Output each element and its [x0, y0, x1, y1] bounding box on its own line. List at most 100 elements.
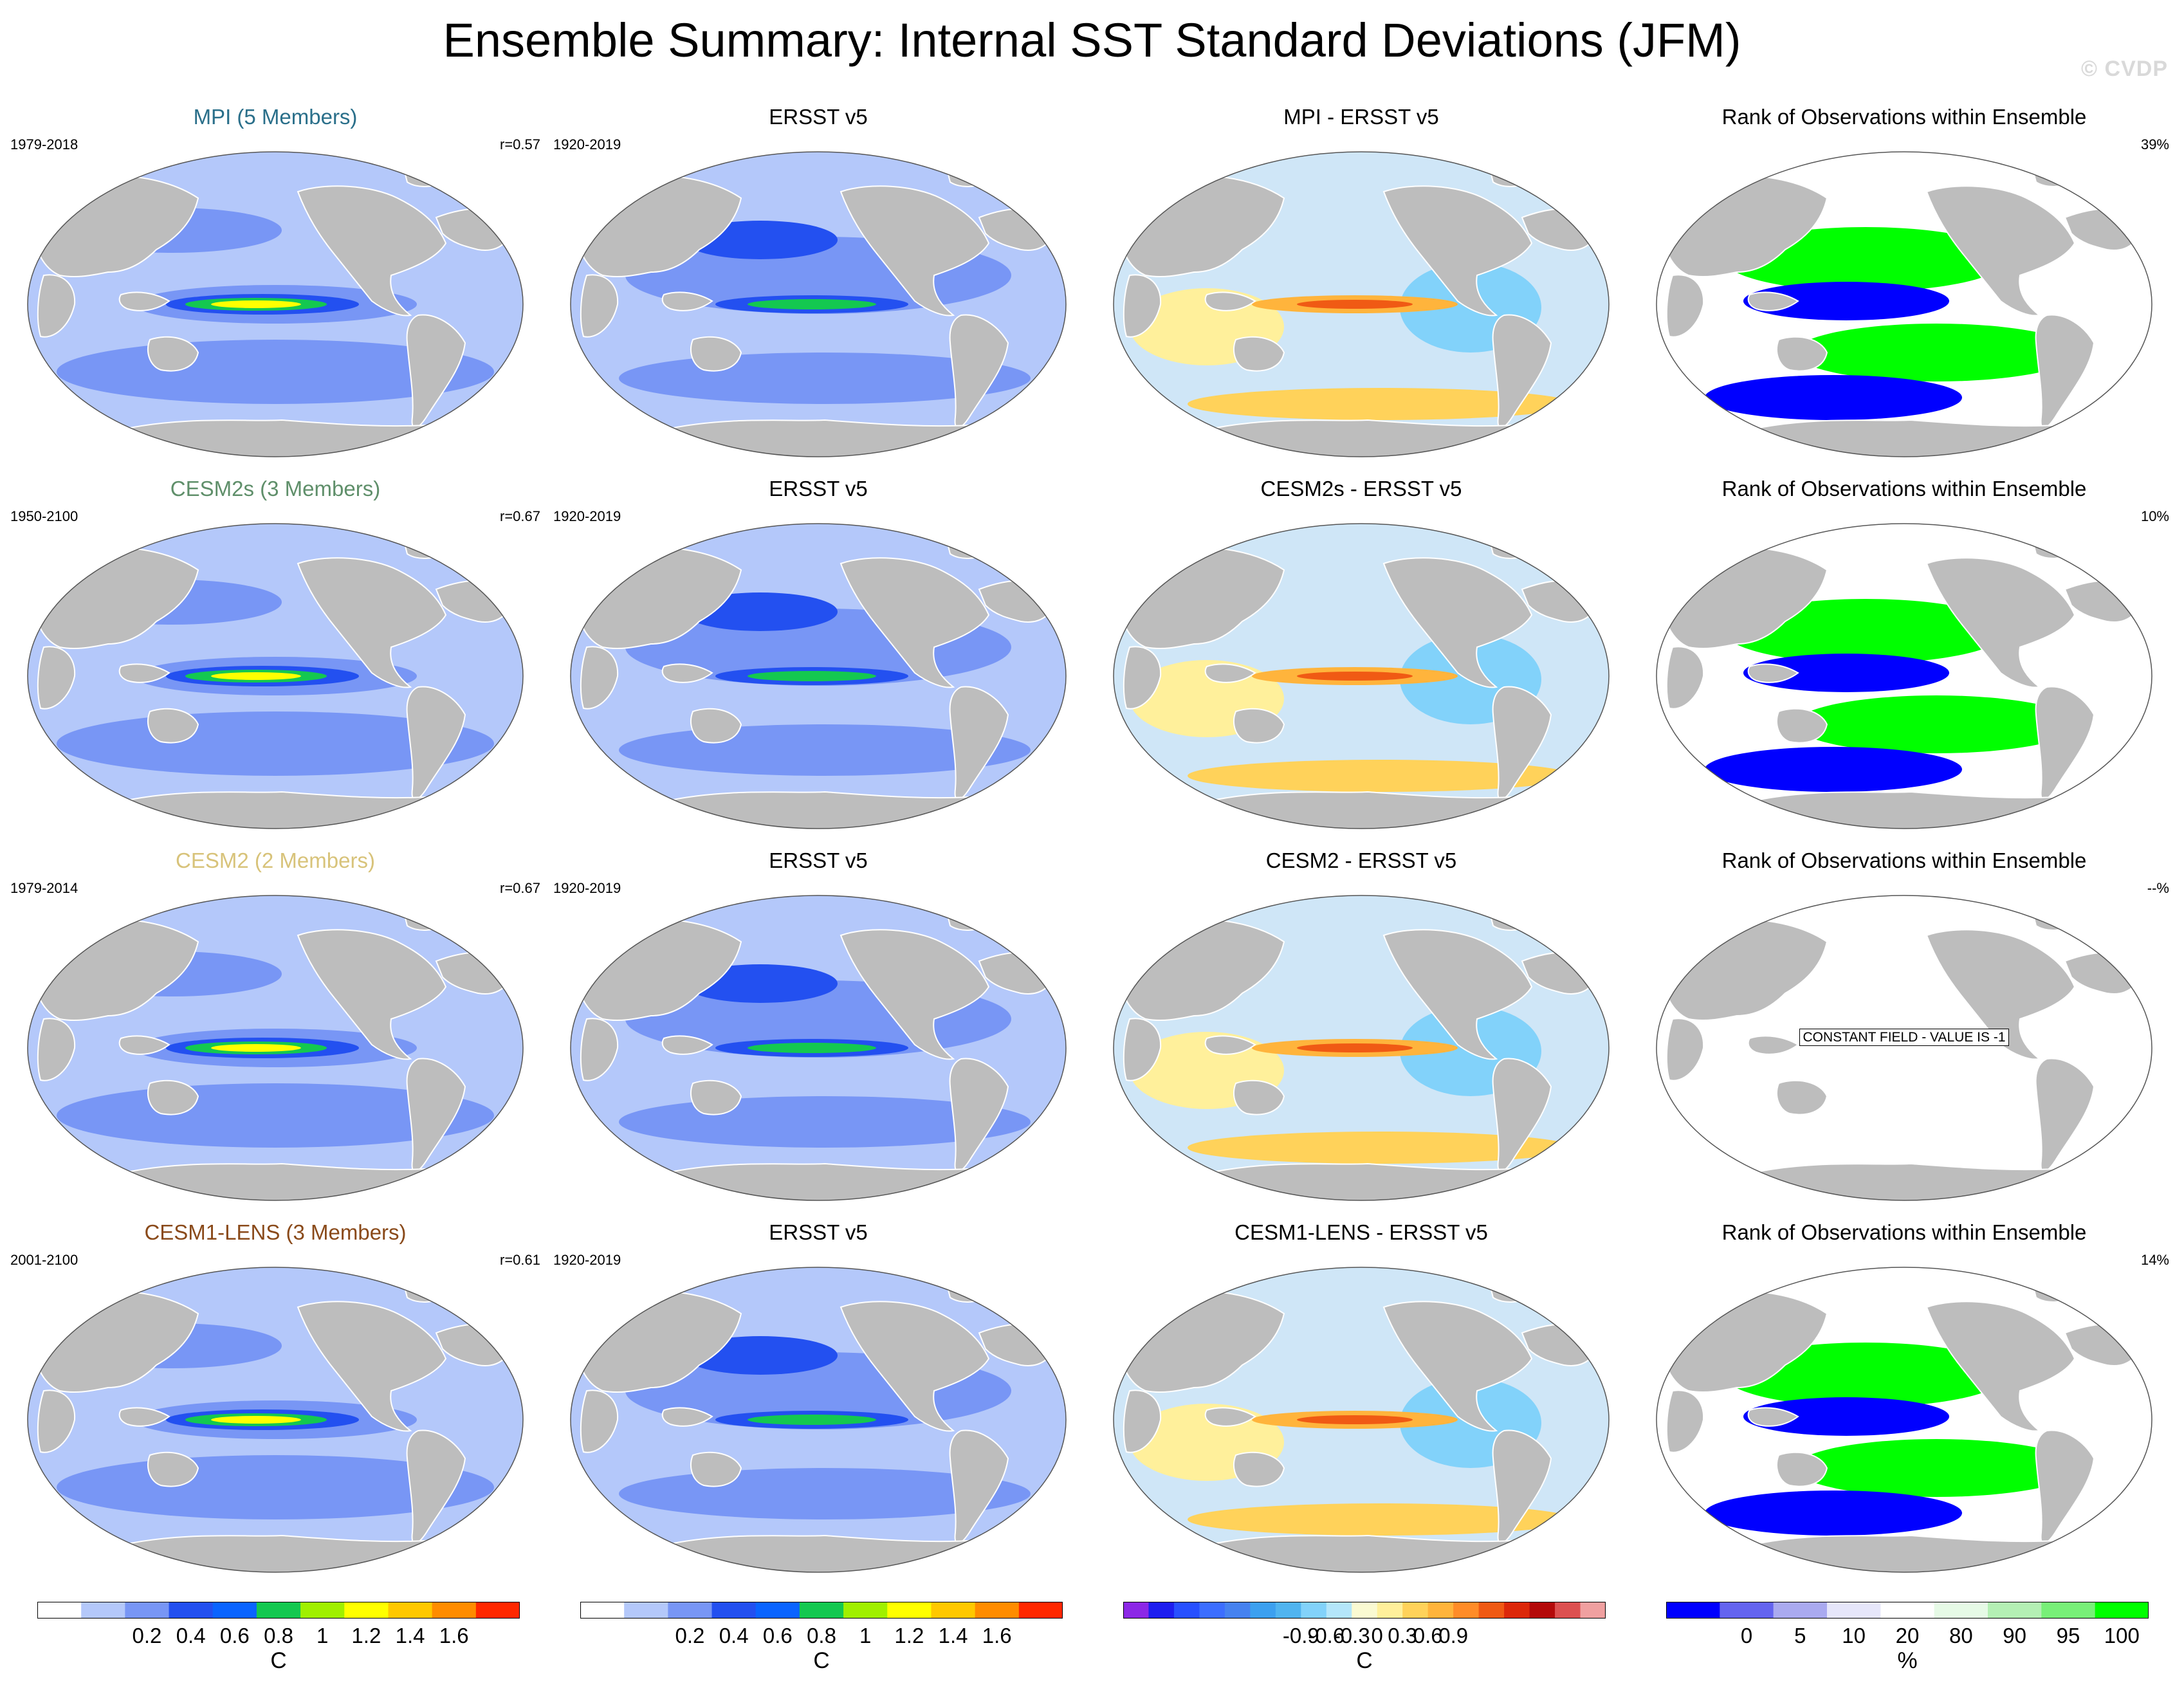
map-outline: [570, 151, 1067, 457]
north-america-landmass: [297, 1301, 447, 1432]
map-outline: [570, 523, 1067, 829]
colorbar-swatch: [755, 1602, 800, 1619]
colorbar-swatch: [580, 1602, 625, 1619]
equatorial-anomaly-core: [1297, 672, 1413, 681]
rank-map: [1656, 895, 2152, 1201]
north-america-landmass: [1925, 557, 2076, 688]
colorbar-swatch: [81, 1602, 125, 1619]
rank-low-tropics: [1743, 282, 1949, 320]
colorbar-swatch: [1018, 1602, 1063, 1619]
colorbar-swatch: [1880, 1602, 1935, 1619]
colorbar-tick-label: 0.2: [675, 1624, 705, 1647]
enso-core-yellow: [211, 1044, 301, 1052]
colorbar-tick-label: 20: [1895, 1624, 1920, 1647]
australia-landmass: [1776, 1079, 1828, 1115]
rank-map: [1656, 523, 2152, 829]
diff-colorbar: -0.9 -0.6 -0.3 0 0.3 0.6 0.9 C: [1123, 1602, 1606, 1679]
africa-landmass: [580, 1390, 619, 1453]
colorbar-swatch: [475, 1602, 520, 1619]
australia-landmass: [147, 1451, 199, 1487]
pattern-correlation: r=0.67: [500, 508, 540, 524]
colorbar-tick-label: 0.8: [807, 1624, 836, 1647]
colorbar-tick-label: 90: [2003, 1624, 2027, 1647]
map-outline: [1656, 895, 2152, 1201]
africa-landmass: [1666, 646, 1705, 710]
north-america-landmass: [297, 929, 447, 1060]
panel-rank: Rank of Observations within Ensemble 39%: [1639, 104, 2169, 464]
africa-landmass: [1666, 1390, 1705, 1453]
panel-title: CESM1-LENS (3 Members): [144, 1220, 407, 1244]
year-range: 1920-2019: [553, 508, 621, 524]
obs-map: [570, 523, 1067, 829]
colorbar-tick-label: 0.4: [719, 1624, 749, 1647]
colorbar-swatch: [668, 1602, 713, 1619]
obs-map: [570, 895, 1067, 1201]
australia-landmass: [1776, 708, 1828, 744]
maritime-continent-landmass: [118, 1407, 170, 1427]
africa-landmass: [580, 1018, 619, 1081]
maritime-continent-landmass: [118, 1035, 170, 1055]
year-range: 1920-2019: [553, 880, 621, 896]
australia-landmass: [1233, 1451, 1285, 1487]
colorbar-swatch: [300, 1602, 345, 1619]
panel-model: CESM2 (2 Members) 1979-2014 r=0.67: [10, 848, 540, 1208]
africa-landmass: [37, 646, 76, 710]
north-america-landmass: [840, 929, 990, 1060]
colorbar-swatch: [1529, 1602, 1555, 1619]
year-range: 1950-2100: [10, 508, 78, 524]
panel-title: ERSST v5: [769, 105, 868, 129]
enso-core-yellow: [211, 1416, 301, 1424]
africa-landmass: [580, 646, 619, 710]
colorbar-tick-label: 100: [2104, 1624, 2140, 1647]
enso-core-green: [748, 671, 876, 681]
colorbar-unit-label: C: [270, 1648, 287, 1673]
colorbar-tick-label: 0.8: [264, 1624, 293, 1647]
constant-field-label: CONSTANT FIELD - VALUE IS -1: [1639, 1029, 2169, 1046]
north-america-landmass: [1382, 185, 1533, 316]
maritime-continent-landmass: [661, 1035, 713, 1055]
colorbar-swatch: [1402, 1602, 1429, 1619]
colorbar-swatch: [1934, 1602, 1988, 1619]
panel-title: Rank of Observations within Ensemble: [1721, 477, 2087, 500]
colorbar-swatch: [1478, 1602, 1505, 1619]
panel-title: CESM2s - ERSST v5: [1260, 477, 1462, 500]
colorbar-swatch: [1377, 1602, 1403, 1619]
colorbar-swatch: [1148, 1602, 1175, 1619]
australia-landmass: [690, 708, 742, 744]
colorbar-tick-label: 1.4: [938, 1624, 968, 1647]
obs-map: [570, 1267, 1067, 1573]
australia-landmass: [1776, 1451, 1828, 1487]
stddev-colorbar-model: 0.2 0.4 0.6 0.8 1 1.2 1.4 1.6 C: [37, 1602, 520, 1679]
colorbar-swatch: [1580, 1602, 1606, 1619]
colorbar-swatch: [1555, 1602, 1581, 1619]
colorbar-tick-label: 0.9: [1438, 1624, 1469, 1647]
antarctica-landmass: [662, 419, 981, 457]
colorbar-swatch: [1427, 1602, 1454, 1619]
australia-landmass: [690, 336, 742, 372]
map-outline: [1656, 523, 2152, 829]
colorbar-tick-label: 0: [1371, 1624, 1383, 1647]
map-outline: [570, 895, 1067, 1201]
panel-diff: MPI - ERSST v5: [1096, 104, 1626, 464]
map-outline: [1113, 895, 1610, 1201]
north-america-landmass: [840, 1301, 990, 1432]
antarctica-landmass: [1748, 1162, 2067, 1200]
australia-landmass: [1233, 1079, 1285, 1115]
panel-title: CESM2 - ERSST v5: [1265, 849, 1457, 872]
colorbar-swatch: [37, 1602, 82, 1619]
colorbar-swatch: [1173, 1602, 1200, 1619]
diff-map: [1113, 895, 1610, 1201]
panel-title: Rank of Observations within Ensemble: [1721, 1220, 2087, 1244]
colorbar-swatch: [212, 1602, 257, 1619]
colorbar-tick-label: 5: [1794, 1624, 1806, 1647]
warm-anomaly-south: [1188, 760, 1574, 792]
rank-low-tropics: [1743, 654, 1949, 692]
colorbar-tick-label: -0.6: [1308, 1624, 1345, 1647]
maritime-continent-landmass: [661, 291, 713, 311]
antarctica-landmass: [1748, 791, 2067, 829]
panel-rank: Rank of Observations within Ensemble --%…: [1639, 848, 2169, 1208]
colorbar-swatch: [256, 1602, 301, 1619]
colorbar-swatch: [1250, 1602, 1276, 1619]
year-range: 1920-2019: [553, 1252, 621, 1268]
australia-landmass: [1233, 708, 1285, 744]
